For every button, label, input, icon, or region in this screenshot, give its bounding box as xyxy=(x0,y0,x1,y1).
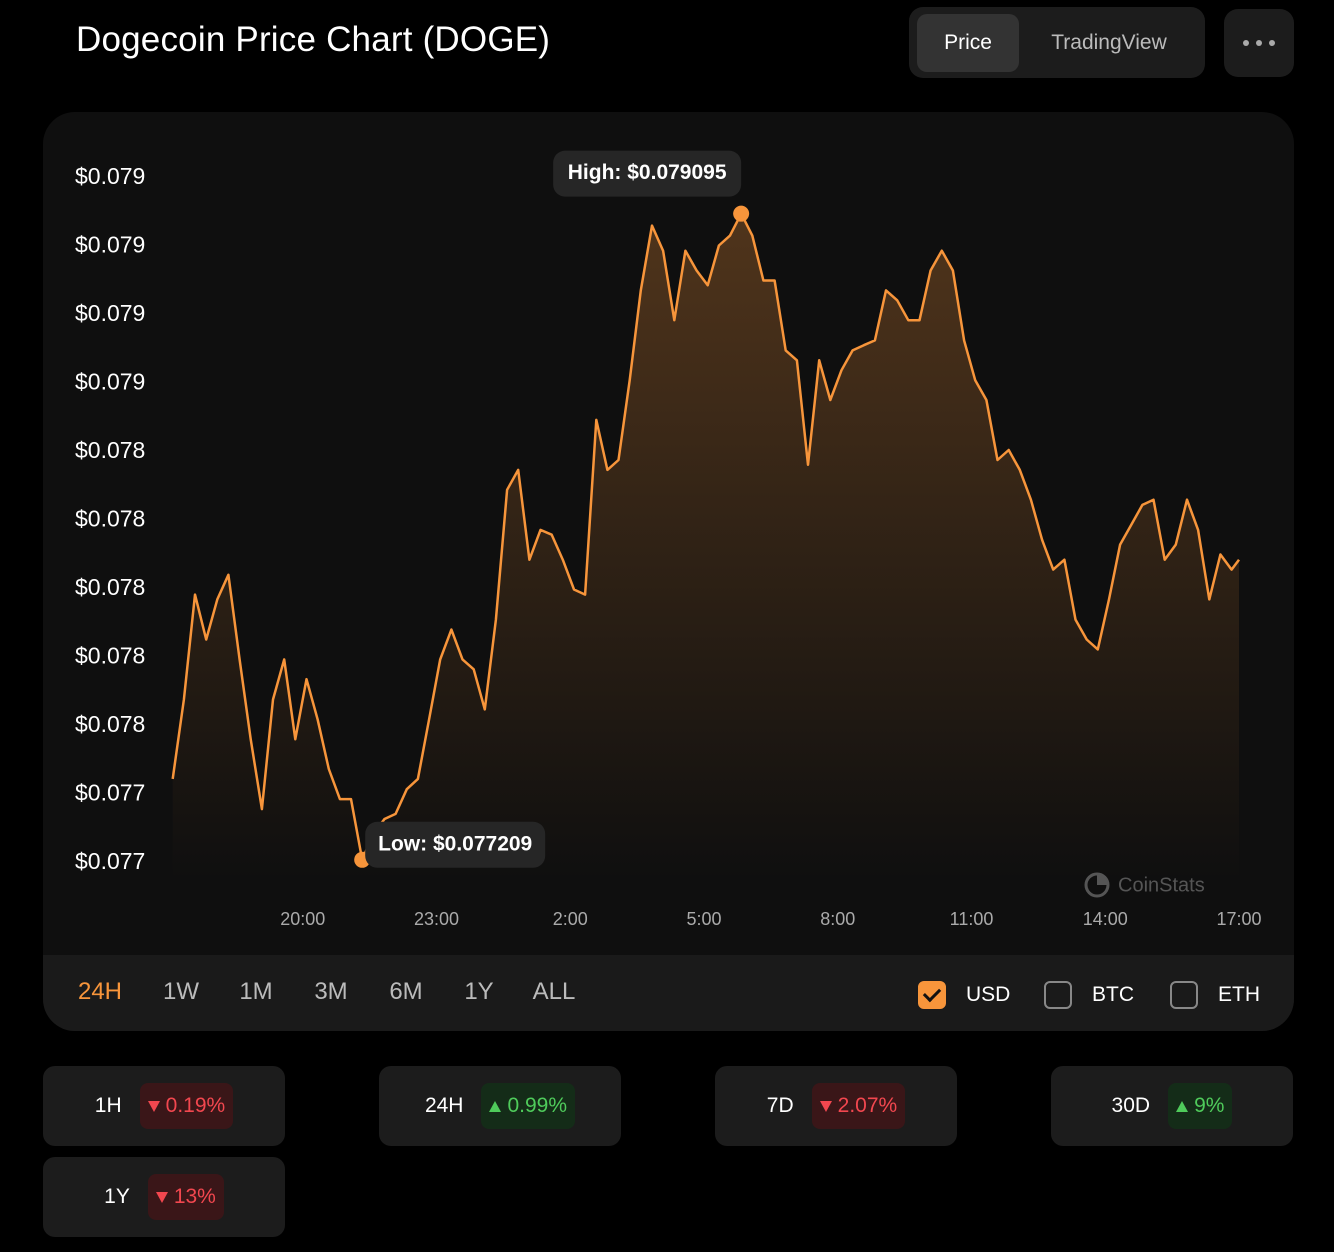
stat-card: 7D 2.07% xyxy=(715,1066,957,1146)
y-tick-label: $0.079 xyxy=(75,231,145,257)
currency-label: USD xyxy=(966,983,1011,1006)
change-value: 9% xyxy=(1194,1094,1225,1117)
currency-toggle[interactable]: USD xyxy=(918,979,1010,1011)
x-tick-label: 17:00 xyxy=(1216,909,1261,929)
change-arrow xyxy=(489,1100,502,1112)
change-arrow xyxy=(1176,1100,1189,1112)
change-arrow xyxy=(155,1191,168,1203)
y-tick-label: $0.077 xyxy=(75,779,145,805)
range-button[interactable]: 1M xyxy=(239,978,273,1005)
price-area xyxy=(172,213,1240,880)
range-button[interactable]: 24H xyxy=(77,978,123,1005)
currency-label: ETH xyxy=(1218,983,1260,1006)
view-tabs: Price TradingView xyxy=(909,7,1205,78)
stat-change: 0.99% xyxy=(481,1083,576,1129)
stat-card: 1Y 13% xyxy=(43,1157,285,1237)
stat-change: 0.19% xyxy=(139,1083,234,1129)
change-arrow xyxy=(819,1100,832,1112)
y-tick-label: $0.079 xyxy=(75,163,145,189)
change-value: 2.07% xyxy=(837,1094,898,1117)
high-label-box xyxy=(553,150,742,197)
change-value: 13% xyxy=(173,1185,216,1208)
stat-period: 30D xyxy=(1111,1094,1151,1117)
range-button[interactable]: 1Y xyxy=(464,978,494,1005)
stat-period: 24H xyxy=(424,1094,464,1117)
stat-period: 7D xyxy=(766,1094,794,1117)
currency-toggle[interactable]: BTC xyxy=(1044,979,1134,1011)
y-tick-label: $0.078 xyxy=(75,574,145,600)
x-tick-label: 20:00 xyxy=(280,909,325,929)
stat-card: 24H 0.99% xyxy=(379,1066,621,1146)
stat-change: 2.07% xyxy=(811,1083,906,1129)
stat-change: 13% xyxy=(147,1174,224,1220)
change-value: 0.99% xyxy=(507,1094,568,1117)
y-tick-label: $0.079 xyxy=(75,368,145,394)
currency-label: BTC xyxy=(1092,983,1134,1006)
y-tick-label: $0.078 xyxy=(75,437,145,463)
high-label: High: $0.079095 xyxy=(568,161,727,184)
y-tick-label: $0.078 xyxy=(75,642,145,668)
stat-period: 1Y xyxy=(104,1185,130,1208)
x-tick-label: 14:00 xyxy=(1083,909,1128,929)
range-bar xyxy=(43,955,1294,1031)
high-marker xyxy=(733,205,750,222)
checkbox[interactable] xyxy=(918,981,946,1009)
range-button[interactable]: 1W xyxy=(163,978,199,1005)
y-tick-label: $0.078 xyxy=(75,505,145,531)
chart: CoinStats $0.077$0.077$0.078$0.078$0.078… xyxy=(75,150,1262,929)
y-tick-label: $0.079 xyxy=(75,300,145,326)
change-value: 0.19% xyxy=(165,1094,226,1117)
change-arrow xyxy=(147,1100,160,1112)
stat-period: 1H xyxy=(94,1094,122,1117)
currency-toggle[interactable]: ETH xyxy=(1170,979,1260,1011)
checkbox[interactable] xyxy=(1044,981,1072,1009)
x-tick-label: 23:00 xyxy=(414,909,459,929)
range-button[interactable]: 3M xyxy=(314,978,348,1005)
page-title: Dogecoin Price Chart (DOGE) xyxy=(76,20,551,59)
range-button[interactable]: 6M xyxy=(389,978,423,1005)
checkbox[interactable] xyxy=(1170,981,1198,1009)
y-tick-label: $0.078 xyxy=(75,711,145,737)
stat-card: 1H 0.19% xyxy=(43,1066,285,1146)
x-tick-label: 8:00 xyxy=(820,909,855,929)
more-button[interactable] xyxy=(1224,9,1294,77)
y-tick-label: $0.077 xyxy=(75,848,145,874)
stat-card: 30D 9% xyxy=(1051,1066,1293,1146)
low-label: Low: $0.077209 xyxy=(378,832,532,855)
x-tick-label: 11:00 xyxy=(950,909,994,929)
stat-change: 9% xyxy=(1168,1083,1233,1129)
x-tick-label: 5:00 xyxy=(686,909,721,929)
price-line xyxy=(171,212,1241,862)
tab[interactable]: Price xyxy=(917,14,1019,72)
range-button[interactable]: ALL xyxy=(532,978,576,1005)
low-label-box xyxy=(365,821,546,868)
tab[interactable]: TradingView xyxy=(1051,31,1167,54)
x-tick-label: 2:00 xyxy=(553,909,588,929)
